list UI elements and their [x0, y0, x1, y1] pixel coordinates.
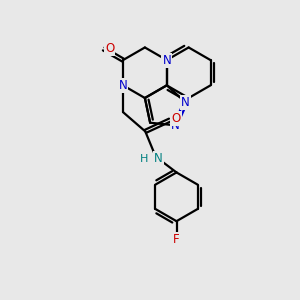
Text: N: N — [118, 79, 127, 92]
Text: N: N — [154, 152, 163, 165]
Text: N: N — [162, 54, 171, 67]
Text: N: N — [171, 119, 180, 132]
Text: O: O — [172, 112, 181, 125]
Text: N: N — [181, 96, 190, 109]
Text: O: O — [105, 42, 114, 56]
Text: F: F — [173, 233, 180, 246]
Text: H: H — [140, 154, 148, 164]
